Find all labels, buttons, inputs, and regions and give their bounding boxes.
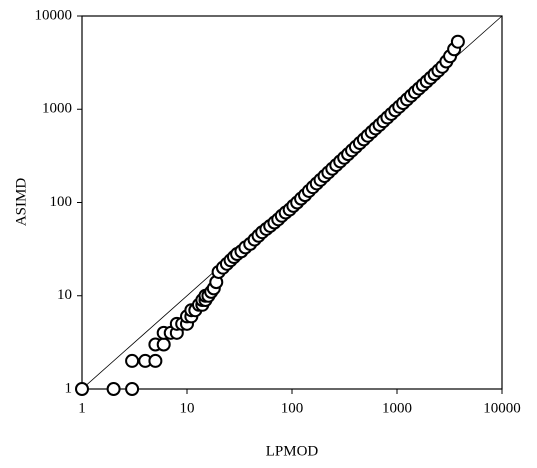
x-tick-label: 100 bbox=[281, 400, 304, 416]
x-tick-label: 1 bbox=[78, 400, 86, 416]
y-tick-label: 100 bbox=[50, 194, 73, 210]
point bbox=[125, 353, 140, 368]
x-tick-label: 10 bbox=[180, 400, 195, 416]
point bbox=[156, 337, 171, 352]
point bbox=[75, 382, 89, 396]
y-axis-label: ASIMD bbox=[13, 178, 29, 227]
x-axis-label: LPMOD bbox=[266, 443, 319, 459]
y-tick-label: 1 bbox=[65, 380, 73, 396]
y-tick-label: 10 bbox=[57, 287, 72, 303]
point bbox=[148, 353, 163, 368]
y-tick-label: 1000 bbox=[42, 101, 72, 117]
x-tick-label: 10000 bbox=[483, 400, 521, 416]
point bbox=[450, 34, 465, 49]
point bbox=[125, 382, 140, 396]
y-tick-label: 10000 bbox=[35, 7, 73, 23]
point bbox=[106, 382, 121, 396]
x-tick-label: 1000 bbox=[382, 400, 412, 416]
